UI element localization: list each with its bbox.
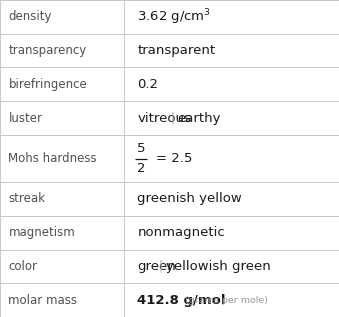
Text: Mohs hardness: Mohs hardness xyxy=(8,152,97,165)
Text: green: green xyxy=(137,260,176,273)
Text: 5: 5 xyxy=(137,142,146,155)
Text: color: color xyxy=(8,260,38,273)
Text: transparency: transparency xyxy=(8,44,87,57)
Text: (grams per mole): (grams per mole) xyxy=(185,296,268,305)
Text: nonmagnetic: nonmagnetic xyxy=(137,226,225,239)
Text: = 2.5: = 2.5 xyxy=(156,152,192,165)
Text: transparent: transparent xyxy=(137,44,215,57)
Text: magnetism: magnetism xyxy=(8,226,75,239)
Text: 3.62 g/cm$^3$: 3.62 g/cm$^3$ xyxy=(137,7,211,27)
Text: 0.2: 0.2 xyxy=(137,78,158,91)
Text: |: | xyxy=(159,260,163,273)
Text: luster: luster xyxy=(8,112,42,125)
Text: |: | xyxy=(170,112,174,125)
Text: density: density xyxy=(8,10,52,23)
Text: 412.8 g/mol: 412.8 g/mol xyxy=(137,294,226,307)
Text: birefringence: birefringence xyxy=(8,78,87,91)
Text: greenish yellow: greenish yellow xyxy=(137,192,242,205)
Text: streak: streak xyxy=(8,192,45,205)
Text: yellowish green: yellowish green xyxy=(166,260,271,273)
Text: earthy: earthy xyxy=(178,112,221,125)
Text: molar mass: molar mass xyxy=(8,294,78,307)
Text: 2: 2 xyxy=(137,162,146,175)
Text: vitreous: vitreous xyxy=(137,112,191,125)
